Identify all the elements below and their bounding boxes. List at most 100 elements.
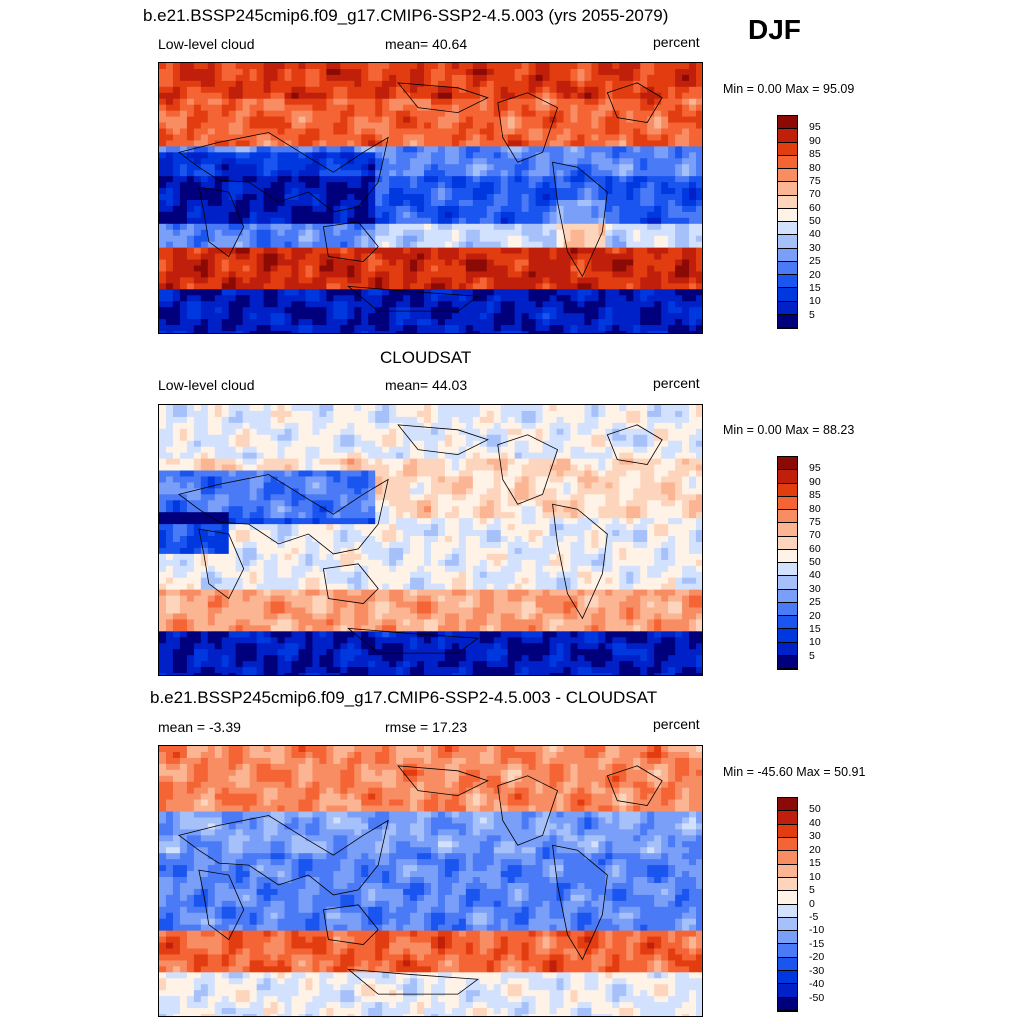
field-cell [444,140,453,147]
field-cell [493,458,502,466]
field-cell [403,434,411,442]
field-cell [465,182,474,189]
field-cell [500,128,509,136]
field-cell [626,140,634,147]
field-cell [326,110,334,118]
field-cell [479,211,488,219]
field-cell [661,259,669,267]
field-cell [284,146,293,153]
field-cell [514,176,523,183]
field-cell [382,440,390,448]
field-cell [500,416,509,424]
field-cell [521,247,530,255]
field-cell [396,482,404,489]
field-cell [493,482,502,489]
field-cell [368,283,376,290]
field-cell [668,217,676,225]
field-cell [159,265,167,273]
field-cell [465,205,474,213]
field-cell [577,470,586,478]
field-cell [675,283,683,290]
field-cell [305,289,314,296]
field-cell [626,452,634,460]
field-cell [368,319,376,326]
colorbar-tick-label: 60 [809,201,821,214]
field-cell [668,247,676,255]
field-cell [654,301,662,308]
field-cell [270,277,279,284]
field-cell [165,116,174,124]
field-cell [305,229,314,237]
field-cell [284,86,293,94]
field-cell [291,331,300,333]
field-cell [172,229,181,237]
field-cell [437,482,446,489]
field-cell [521,482,530,489]
field-cell [340,146,348,153]
field-cell [444,170,453,177]
field-cell [605,86,613,94]
field-cell [612,63,620,70]
field-cell [479,313,488,320]
field-cell [221,134,230,142]
field-cell [312,110,321,118]
field-cell [605,283,613,290]
field-cell [375,488,383,495]
field-cell [668,188,676,195]
field-cell [249,301,258,308]
field-cell [396,325,404,332]
field-cell [291,205,300,213]
field-cell [179,68,188,76]
field-cell [584,500,593,507]
field-cell [507,307,516,314]
field-cell [584,110,593,118]
field-cell [221,92,230,100]
field-cell [270,458,279,466]
field-cell [535,152,544,159]
field-cell [207,247,216,255]
field-cell [159,122,167,130]
field-cell [200,152,209,159]
field-cell [340,440,348,448]
field-cell [570,98,579,106]
field-cell [514,140,523,147]
field-cell [396,194,404,201]
field-cell [458,265,467,273]
field-cell [305,152,314,159]
field-cell [403,223,411,231]
field-cell [361,277,369,284]
field-cell [500,110,509,118]
field-cell [493,247,502,255]
field-cell [270,259,279,267]
field-cell [396,500,404,507]
field-cell [612,188,620,195]
field-cell [542,86,551,94]
field-cell [424,301,432,308]
field-cell [424,98,432,106]
field-cell [640,482,648,489]
field-cell [347,110,355,118]
field-cell [563,68,572,76]
field-cell [444,464,453,472]
field-cell [584,241,593,249]
field-cell [389,199,397,207]
coastline [198,186,245,258]
field-cell [354,271,362,279]
field-cell [570,277,579,284]
field-cell [186,289,195,296]
field-cell [696,63,702,70]
field-cell [577,410,586,418]
field-cell [333,434,341,442]
field-cell [410,488,418,495]
field-cell [682,482,690,489]
field-cell [633,188,641,195]
field-cell [486,188,495,195]
field-cell [354,452,362,460]
field-cell [647,68,655,76]
field-cell [465,464,474,472]
field-cell [430,74,439,82]
field-cell [375,199,383,207]
field-cell [242,410,251,418]
field-cell [207,289,216,296]
field-cell [403,140,411,147]
